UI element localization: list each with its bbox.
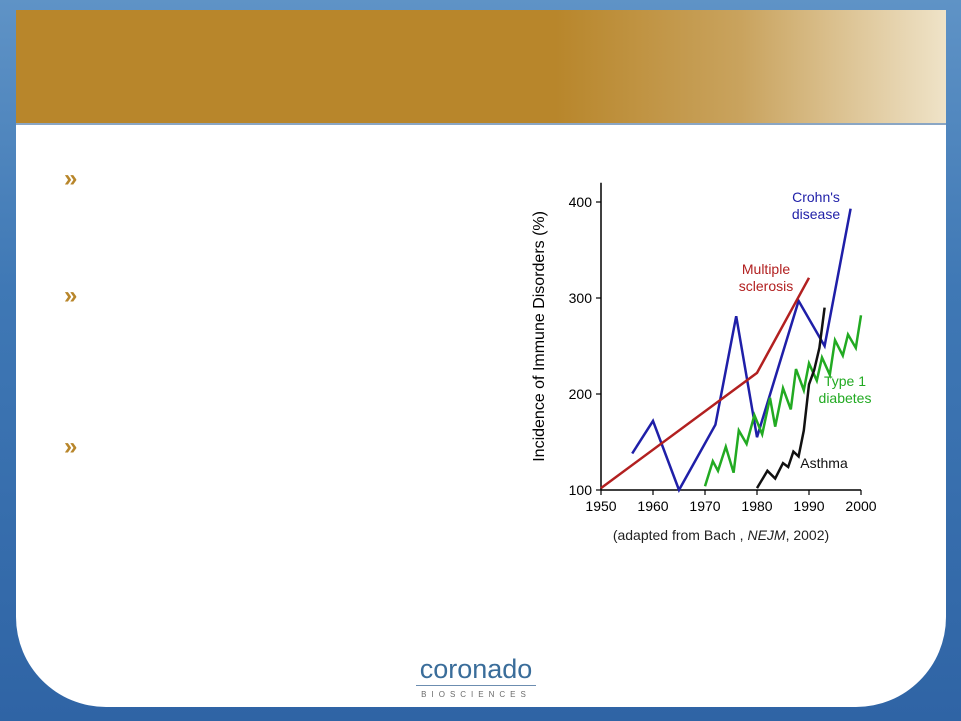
series-line-type-1-diabetes	[703, 315, 863, 487]
source-note: (adapted from Bach , NEJM, 2002)	[511, 527, 931, 543]
bullet-marker-1: »	[64, 165, 78, 192]
series-label-type-1-diabetes-line-1: Type 1	[824, 373, 866, 389]
immune-disorders-chart: 1950 1960 1970 1980 1990 2000 100 200 300 400 Inci…	[531, 182, 877, 514]
series-label-type-1-diabetes-line-2: diabetes	[819, 390, 872, 406]
logo-divider	[416, 685, 536, 686]
series-label-crohn-s-disease-line-1: Crohn's	[792, 189, 840, 205]
logo-wordmark: coronado	[419, 654, 533, 684]
series-label-asthma-line-1: Asthma	[800, 455, 848, 471]
series-label-multiple-sclerosis-line-1: Multiple	[742, 261, 790, 277]
coronado-logo: coronado BIOSCIENCES	[416, 655, 536, 699]
bullet-marker-3: »	[64, 433, 78, 460]
source-suffix: , 2002)	[785, 527, 830, 543]
y-tick-label-300: 300	[569, 290, 593, 306]
y-tick-label-200: 200	[569, 386, 593, 402]
x-tick-label-1960: 1960	[637, 498, 668, 514]
y-axis-label: Incidence of Immune Disorders (%)	[531, 211, 548, 462]
series-line-multiple-sclerosis	[600, 277, 811, 490]
bullet-marker-2: »	[64, 282, 78, 309]
chart-axes: 1950 1960 1970 1980 1990 2000 100 200 300 400 Inci…	[531, 182, 877, 514]
logo-subtext: BIOSCIENCES	[421, 690, 531, 699]
series-label-multiple-sclerosis-line-2: sclerosis	[739, 278, 793, 294]
source-journal: NEJM	[747, 527, 786, 543]
source-prefix: (adapted from Bach ,	[612, 527, 748, 543]
title-bar	[16, 10, 946, 125]
slide: » » » 1950 1960 1970 1980 1990 2000 100 200 300 4…	[16, 10, 946, 707]
x-tick-label-2000: 2000	[845, 498, 876, 514]
series-label-crohn-s-disease-line-2: disease	[792, 206, 840, 222]
x-tick-label-1950: 1950	[585, 498, 616, 514]
x-tick-label-1990: 1990	[793, 498, 824, 514]
y-tick-label-100: 100	[569, 482, 593, 498]
y-tick-label-400: 400	[569, 194, 593, 210]
x-tick-label-1970: 1970	[689, 498, 720, 514]
chart-series	[600, 208, 863, 493]
series-line-asthma	[755, 307, 826, 489]
x-tick-label-1980: 1980	[741, 498, 772, 514]
